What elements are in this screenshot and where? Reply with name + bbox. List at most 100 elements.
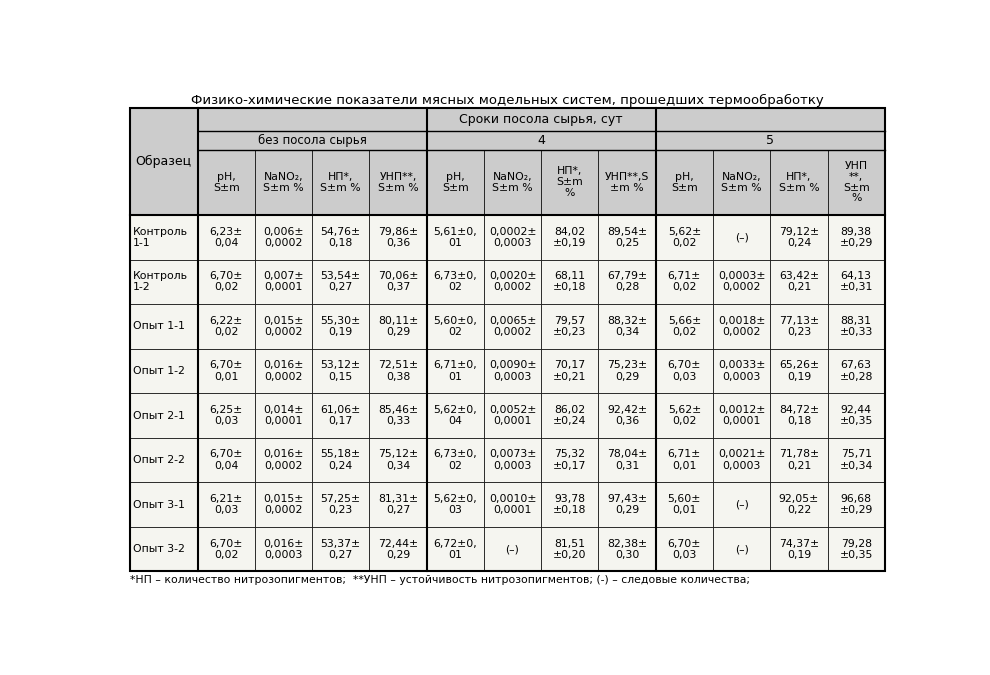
Bar [828, 215, 885, 260]
Bar [484, 394, 542, 438]
Bar [427, 260, 484, 304]
Bar [254, 215, 312, 260]
Text: 0,0033±
0,0003: 0,0033± 0,0003 [718, 360, 765, 381]
Bar [828, 349, 885, 394]
Bar [542, 215, 598, 260]
Bar [198, 483, 254, 527]
Text: Опыт 3-1: Опыт 3-1 [133, 500, 185, 510]
Bar [312, 260, 369, 304]
Text: НП*,
S±m %: НП*, S±m % [321, 172, 361, 192]
Bar [770, 215, 828, 260]
Text: 70,06±
0,37: 70,06± 0,37 [378, 271, 418, 292]
Text: Опыт 1-1: Опыт 1-1 [133, 321, 185, 331]
Bar [598, 260, 655, 304]
Text: 75,12±
0,34: 75,12± 0,34 [378, 450, 418, 470]
Bar [655, 150, 713, 215]
Text: 55,30±
0,19: 55,30± 0,19 [321, 316, 361, 337]
Bar [198, 108, 885, 131]
Bar [427, 349, 484, 394]
Text: 0,0052±
0,0001: 0,0052± 0,0001 [489, 405, 537, 426]
Bar [427, 394, 484, 438]
Text: 57,25±
0,23: 57,25± 0,23 [321, 494, 360, 515]
Text: 86,02
±0,24: 86,02 ±0,24 [553, 405, 586, 426]
Text: (–): (–) [735, 544, 748, 554]
Bar [427, 483, 484, 527]
Bar [484, 215, 542, 260]
Bar [828, 304, 885, 349]
Text: 79,28
±0,35: 79,28 ±0,35 [840, 539, 873, 560]
Text: 5,62±
0,02: 5,62± 0,02 [667, 227, 701, 248]
Bar [369, 304, 427, 349]
Bar [312, 438, 369, 483]
Bar [598, 215, 655, 260]
Bar [484, 527, 542, 572]
Text: Образец: Образец [136, 155, 192, 168]
Text: 6,71±0,
01: 6,71±0, 01 [434, 360, 477, 381]
Text: 72,51±
0,38: 72,51± 0,38 [378, 360, 418, 381]
Bar [312, 527, 369, 572]
Bar [369, 215, 427, 260]
Bar [655, 215, 713, 260]
Bar [828, 150, 885, 215]
Bar [484, 349, 542, 394]
Text: 75,71
±0,34: 75,71 ±0,34 [840, 450, 873, 470]
Text: Физико-химические показатели мясных модельных систем, прошедших термообработку: Физико-химические показатели мясных моде… [191, 94, 824, 107]
Text: НП*,
S±m %: НП*, S±m % [778, 172, 819, 192]
Bar [713, 438, 770, 483]
Text: 0,007±
0,0001: 0,007± 0,0001 [263, 271, 304, 292]
Bar [254, 349, 312, 394]
Text: 84,02
±0,19: 84,02 ±0,19 [553, 227, 586, 248]
Text: 0,016±
0,0002: 0,016± 0,0002 [263, 360, 304, 381]
Bar [770, 349, 828, 394]
Text: 6,25±
0,03: 6,25± 0,03 [210, 405, 243, 426]
Text: 6,71±
0,01: 6,71± 0,01 [667, 450, 701, 470]
Bar [198, 215, 254, 260]
Text: 67,79±
0,28: 67,79± 0,28 [607, 271, 647, 292]
Bar [713, 304, 770, 349]
Text: 6,71±
0,02: 6,71± 0,02 [667, 271, 701, 292]
Text: 6,72±0,
01: 6,72±0, 01 [434, 539, 477, 560]
Bar [198, 438, 254, 483]
Text: 0,0003±
0,0002: 0,0003± 0,0002 [718, 271, 765, 292]
Bar [130, 260, 198, 304]
Bar [598, 349, 655, 394]
Bar [598, 304, 655, 349]
Text: 92,42±
0,36: 92,42± 0,36 [607, 405, 647, 426]
Text: pH,
S±m: pH, S±m [213, 172, 240, 192]
Bar [369, 527, 427, 572]
Bar [542, 304, 598, 349]
Text: Контроль
1-1: Контроль 1-1 [133, 227, 188, 248]
Text: 88,31
±0,33: 88,31 ±0,33 [840, 316, 873, 337]
Bar [713, 527, 770, 572]
Bar [254, 438, 312, 483]
Bar [254, 527, 312, 572]
Text: 74,37±
0,19: 74,37± 0,19 [779, 539, 819, 560]
Bar [427, 131, 655, 150]
Bar [130, 304, 198, 349]
Bar [130, 438, 198, 483]
Bar [427, 215, 484, 260]
Text: 53,54±
0,27: 53,54± 0,27 [321, 271, 360, 292]
Bar [484, 260, 542, 304]
Text: 4: 4 [538, 134, 545, 146]
Bar [130, 349, 198, 394]
Bar [427, 150, 484, 215]
Bar [828, 438, 885, 483]
Bar [369, 438, 427, 483]
Text: 0,0073±
0,0003: 0,0073± 0,0003 [489, 450, 537, 470]
Text: 72,44±
0,29: 72,44± 0,29 [378, 539, 418, 560]
Text: (–): (–) [735, 232, 748, 242]
Bar [484, 483, 542, 527]
Bar [770, 304, 828, 349]
Text: 0,015±
0,0002: 0,015± 0,0002 [263, 316, 304, 337]
Text: 6,70±
0,03: 6,70± 0,03 [667, 360, 701, 381]
Text: 5,60±0,
02: 5,60±0, 02 [434, 316, 477, 337]
Bar [198, 394, 254, 438]
Bar [369, 394, 427, 438]
Bar [655, 304, 713, 349]
Text: 6,70±
0,04: 6,70± 0,04 [210, 450, 243, 470]
Bar [130, 527, 198, 572]
Bar [542, 394, 598, 438]
Text: УНП**,
S±m %: УНП**, S±m % [378, 172, 419, 192]
Text: 0,015±
0,0002: 0,015± 0,0002 [263, 494, 304, 515]
